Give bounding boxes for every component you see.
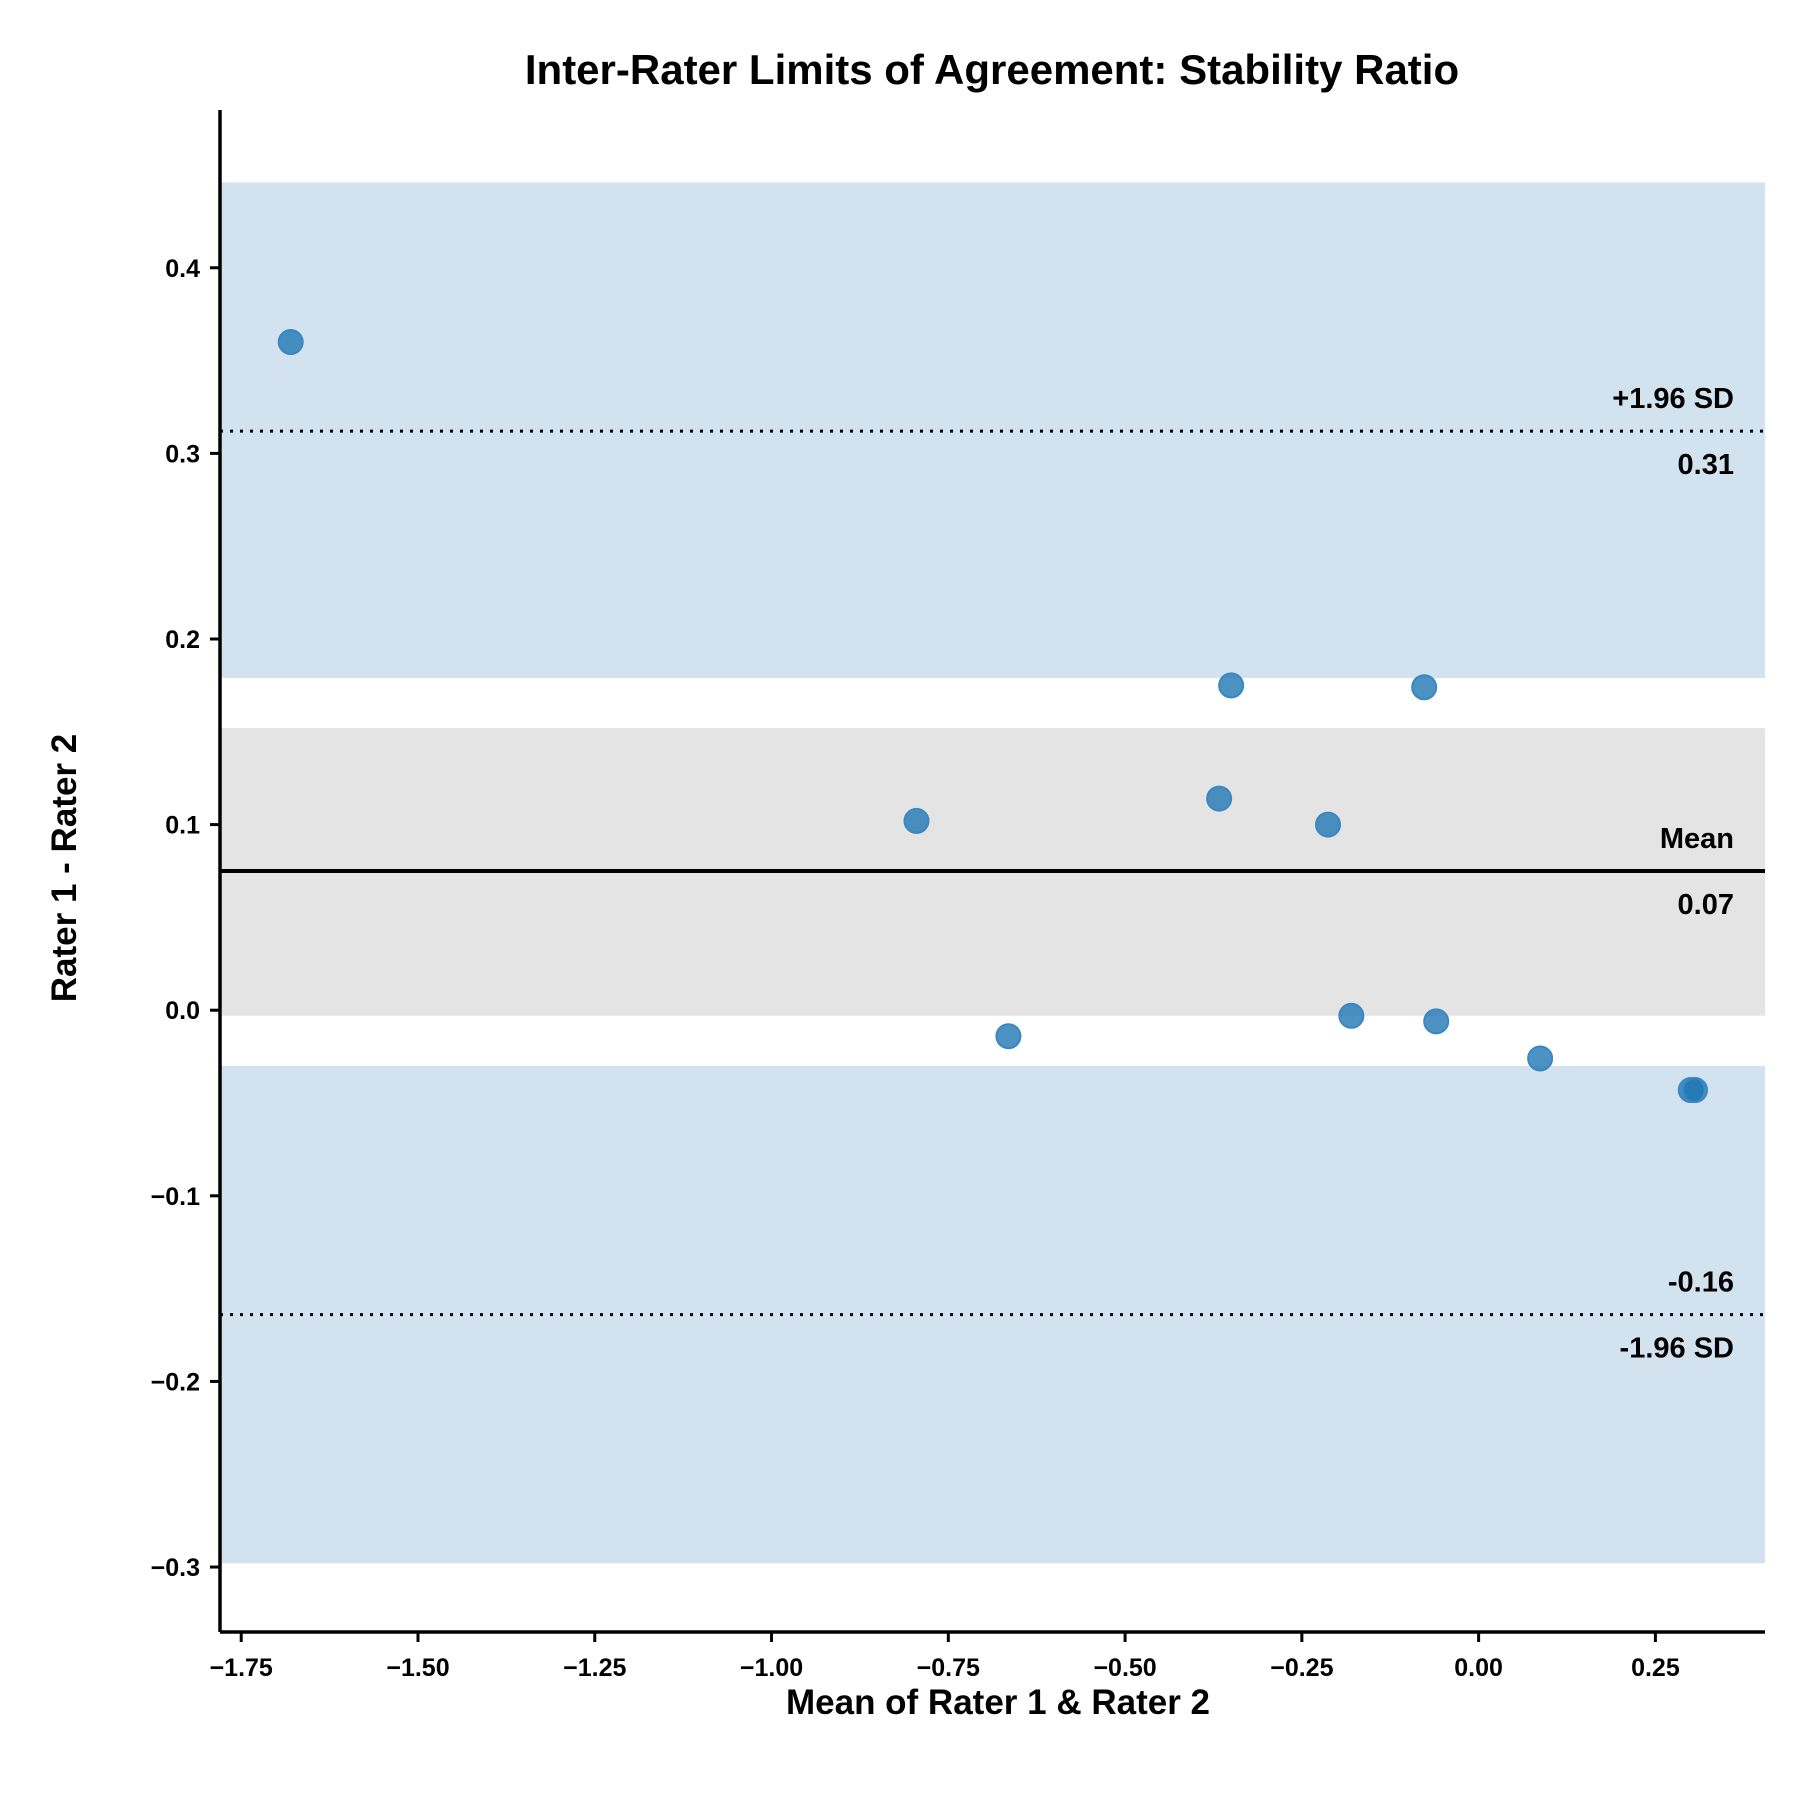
y-tick-label: 0.2: [165, 626, 200, 654]
mean-value: 0.07: [1678, 889, 1734, 921]
y-tick-label: 0.0: [165, 997, 200, 1025]
data-point: [1411, 674, 1438, 701]
axes: −1.75 −1.50 −1.25 −1.00 −0.75 −0.50 −0.25 0.00 0…: [151, 110, 1765, 1682]
data-point: [1218, 672, 1245, 699]
line-annotations: +1.96 SD 0.31 Mean 0.07 -0.16 -1.96 SD: [1612, 383, 1734, 1365]
x-tick-label: −0.25: [1270, 1654, 1333, 1682]
x-tick-label: 0.00: [1454, 1654, 1503, 1682]
y-tick-label: −0.3: [151, 1554, 200, 1582]
x-tick-label: −0.50: [1093, 1654, 1156, 1682]
data-point: [1423, 1008, 1450, 1035]
data-point: [1206, 785, 1233, 812]
data-point: [277, 329, 304, 356]
y-tick-label: 0.1: [165, 812, 200, 840]
chart-title: Inter-Rater Limits of Agreement: Stabili…: [525, 46, 1459, 93]
upper-loa-value: 0.31: [1678, 449, 1734, 481]
upper-loa-label: +1.96 SD: [1612, 383, 1734, 415]
x-tick-label: −0.75: [917, 1654, 980, 1682]
lower-loa-label: -1.96 SD: [1620, 1333, 1734, 1365]
y-axis-title: Rater 1 - Rater 2: [45, 734, 84, 1002]
data-points: [277, 329, 1708, 1104]
y-tick-label: −0.2: [151, 1368, 200, 1396]
lower-loa-value: -0.16: [1668, 1267, 1734, 1299]
data-point: [1315, 811, 1342, 838]
x-tick-label: −1.50: [386, 1654, 449, 1682]
x-tick-label: 0.25: [1631, 1654, 1680, 1682]
data-point: [1681, 1077, 1708, 1104]
y-tick-label: −0.1: [151, 1183, 200, 1211]
x-tick-label: −1.25: [563, 1654, 626, 1682]
data-point: [1527, 1045, 1554, 1072]
reference-lines: [220, 429, 1765, 1317]
x-tick-label: −1.00: [740, 1654, 803, 1682]
y-tick-label: 0.3: [165, 440, 200, 468]
x-axis-title: Mean of Rater 1 & Rater 2: [786, 1683, 1210, 1722]
y-tick-label: 0.4: [165, 255, 200, 283]
data-point: [903, 807, 930, 834]
x-tick-label: −1.75: [210, 1654, 273, 1682]
mean-label: Mean: [1660, 823, 1734, 855]
data-point: [1338, 1002, 1365, 1029]
data-point: [995, 1023, 1022, 1050]
